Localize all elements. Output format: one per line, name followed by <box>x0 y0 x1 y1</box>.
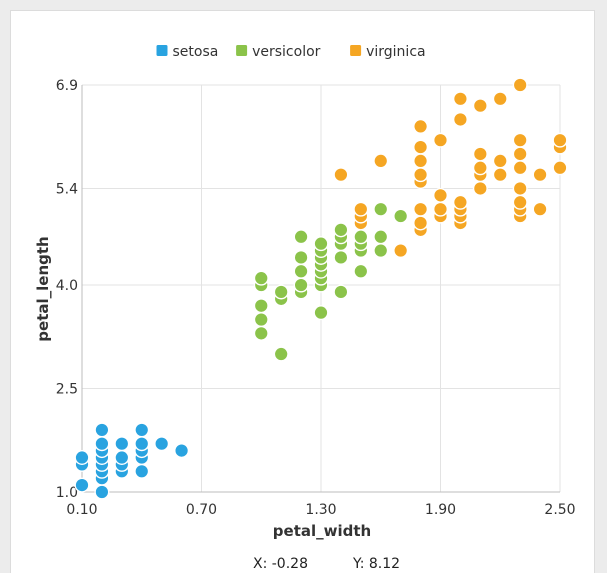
legend-label-virginica[interactable]: virginica <box>366 44 426 60</box>
virginica-point[interactable] <box>512 160 528 176</box>
virginica-point[interactable] <box>472 146 488 162</box>
data-points[interactable] <box>74 77 568 500</box>
setosa-point[interactable] <box>134 436 150 452</box>
legend-label-setosa[interactable]: setosa <box>173 44 219 60</box>
virginica-point[interactable] <box>413 153 429 169</box>
x-tick-label: 1.90 <box>425 502 456 518</box>
versicolor-point[interactable] <box>373 243 389 259</box>
virginica-point[interactable] <box>413 167 429 183</box>
setosa-point[interactable] <box>154 436 170 452</box>
virginica-point[interactable] <box>373 153 389 169</box>
virginica-point[interactable] <box>452 111 468 127</box>
versicolor-point[interactable] <box>253 325 269 341</box>
versicolor-point[interactable] <box>313 305 329 321</box>
cursor-x-readout: X: -0.28 <box>253 556 308 572</box>
virginica-point[interactable] <box>492 153 508 169</box>
virginica-point[interactable] <box>552 160 568 176</box>
virginica-point[interactable] <box>472 180 488 196</box>
cursor-y-readout: Y: 8.12 <box>352 556 400 572</box>
setosa-point[interactable] <box>94 436 110 452</box>
axes: 0.10 0.70 1.30 1.90 2.50 1.0 2.5 4.0 5.4 6.9 <box>56 78 576 518</box>
setosa-point[interactable] <box>94 422 110 438</box>
versicolor-point[interactable] <box>253 312 269 328</box>
y-tick-label: 2.5 <box>56 382 78 398</box>
virginica-point[interactable] <box>532 167 548 183</box>
virginica-point[interactable] <box>433 187 449 203</box>
x-axis-title: petal_width <box>273 522 371 540</box>
virginica-point[interactable] <box>472 160 488 176</box>
virginica-point[interactable] <box>433 132 449 148</box>
virginica-point[interactable] <box>452 194 468 210</box>
setosa-point[interactable] <box>134 422 150 438</box>
versicolor-point[interactable] <box>293 263 309 279</box>
x-tick-label: 1.30 <box>305 502 336 518</box>
y-tick-label: 6.9 <box>56 78 78 94</box>
x-tick-label: 0.10 <box>66 502 97 518</box>
versicolor-point[interactable] <box>373 229 389 245</box>
setosa-point[interactable] <box>114 436 130 452</box>
virginica-point[interactable] <box>492 91 508 107</box>
virginica-point[interactable] <box>492 167 508 183</box>
virginica-point[interactable] <box>333 167 349 183</box>
legend-swatch-setosa <box>156 45 168 56</box>
y-tick-label: 1.0 <box>56 485 78 501</box>
versicolor-point[interactable] <box>273 284 289 300</box>
virginica-point[interactable] <box>353 201 369 217</box>
virginica-point[interactable] <box>512 180 528 196</box>
versicolor-point[interactable] <box>293 249 309 265</box>
virginica-point[interactable] <box>413 118 429 134</box>
virginica-point[interactable] <box>512 146 528 162</box>
virginica-point[interactable] <box>532 201 548 217</box>
virginica-point[interactable] <box>413 139 429 155</box>
versicolor-point[interactable] <box>333 249 349 265</box>
setosa-point[interactable] <box>94 484 110 500</box>
versicolor-point[interactable] <box>393 208 409 224</box>
legend[interactable]: setosa versicolor virginica <box>156 44 426 60</box>
virginica-point[interactable] <box>512 194 528 210</box>
setosa-point[interactable] <box>134 463 150 479</box>
virginica-point[interactable] <box>512 77 528 93</box>
y-tick-label: 5.4 <box>56 181 78 197</box>
setosa-point[interactable] <box>74 450 90 466</box>
legend-label-versicolor[interactable]: versicolor <box>252 44 321 60</box>
versicolor-point[interactable] <box>293 277 309 293</box>
versicolor-point[interactable] <box>253 298 269 314</box>
virginica-point[interactable] <box>433 201 449 217</box>
virginica-point[interactable] <box>512 132 528 148</box>
legend-swatch-virginica <box>350 45 362 56</box>
setosa-point[interactable] <box>74 477 90 493</box>
versicolor-point[interactable] <box>353 229 369 245</box>
x-tick-label: 0.70 <box>186 502 217 518</box>
legend-swatch-versicolor <box>236 45 248 56</box>
virginica-point[interactable] <box>413 215 429 231</box>
virginica-point[interactable] <box>452 91 468 107</box>
versicolor-point[interactable] <box>373 201 389 217</box>
versicolor-point[interactable] <box>293 229 309 245</box>
virginica-point[interactable] <box>413 201 429 217</box>
versicolor-point[interactable] <box>253 270 269 286</box>
virginica-point[interactable] <box>472 98 488 114</box>
versicolor-point[interactable] <box>353 263 369 279</box>
virginica-point[interactable] <box>393 243 409 259</box>
y-tick-label: 4.0 <box>56 278 78 294</box>
y-axis-title: petal_length <box>34 236 52 341</box>
x-tick-label: 2.50 <box>544 502 575 518</box>
versicolor-point[interactable] <box>333 222 349 238</box>
setosa-point[interactable] <box>114 450 130 466</box>
versicolor-point[interactable] <box>333 284 349 300</box>
versicolor-point[interactable] <box>313 236 329 252</box>
virginica-point[interactable] <box>552 132 568 148</box>
versicolor-point[interactable] <box>273 346 289 362</box>
setosa-point[interactable] <box>174 443 190 459</box>
